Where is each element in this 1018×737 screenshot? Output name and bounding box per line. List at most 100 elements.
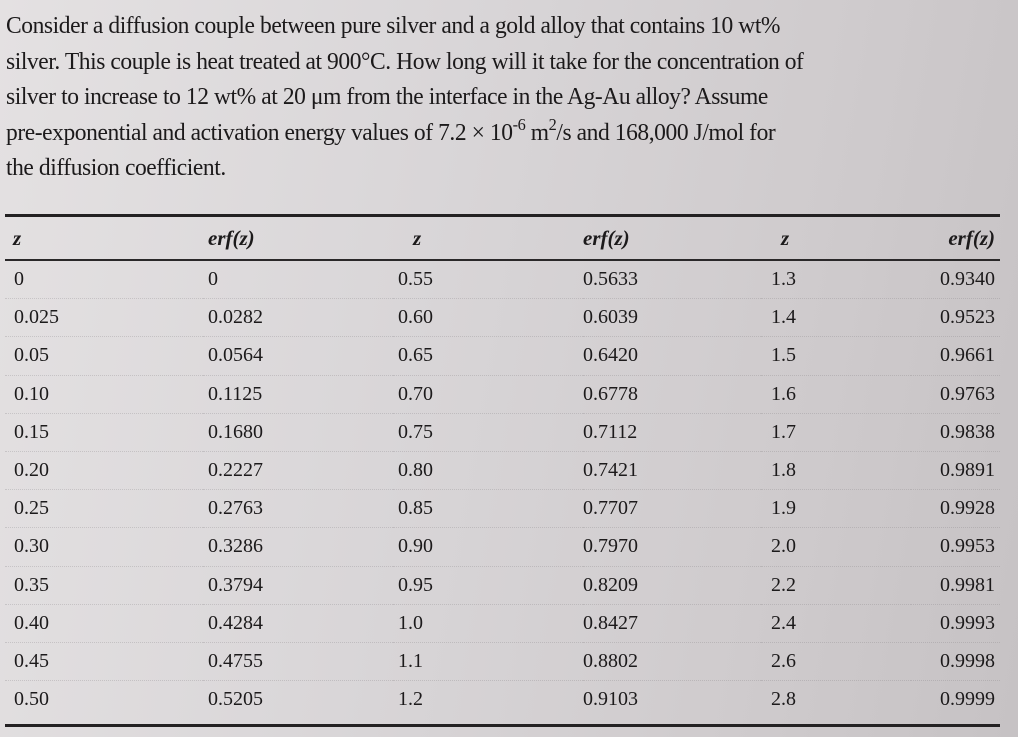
cell-z-3: 1.8	[761, 451, 911, 491]
cell-z-3: 2.4	[761, 604, 911, 643]
cell-z-1: 0	[5, 261, 203, 300]
table-row: 0.40 0.4284 1.0 0.8427 2.4 0.9993	[5, 604, 1000, 643]
cell-z-2: 0.70	[393, 375, 583, 414]
problem-line-3: silver to increase to 12 wt% at 20 μm fr…	[6, 83, 768, 110]
cell-z-2: 0.60	[393, 298, 583, 338]
exponent-squared: 2	[548, 114, 557, 134]
unit-m: m	[525, 118, 549, 146]
problem-line-4-text: pre-exponential and activation energy va…	[6, 118, 513, 146]
table-header-row: z erf(z) z erf(z) z erf(z)	[5, 217, 1000, 259]
cell-z-3: 1.9	[761, 489, 911, 529]
cell-erf-3: 0.9763	[911, 375, 1000, 414]
cell-z-1: 0.25	[5, 489, 203, 529]
cell-z-3: 1.7	[761, 413, 911, 452]
table-row: 0.05 0.0564 0.65 0.6420 1.5 0.9661	[5, 336, 1000, 376]
cell-erf-3: 0.9993	[911, 604, 1000, 643]
cell-z-1: 0.05	[5, 336, 203, 376]
cell-erf-3: 0.9999	[940, 688, 995, 711]
cell-z-1: 0.30	[5, 527, 203, 567]
table-row: 0.10 0.1125 0.70 0.6778 1.6 0.9763	[5, 375, 1000, 414]
cell-erf-1: 0.3286	[203, 527, 393, 567]
table-row: 0.45 0.4755 1.1 0.8802 2.6 0.9998	[5, 642, 1000, 682]
problem-line-4: pre-exponential and activation energy va…	[6, 115, 971, 151]
exponent: -6	[512, 114, 526, 134]
header-z-3: z	[781, 225, 790, 250]
problem-line-4-tail: /s and 168,000 J/mol for	[556, 118, 776, 146]
cell-z-3: 1.4	[761, 298, 911, 338]
cell-z-1: 0.10	[5, 375, 203, 414]
cell-erf-3: 0.9523	[911, 298, 1000, 338]
cell-erf-2: 0.8209	[583, 566, 761, 605]
table-row: 0.25 0.2763 0.85 0.7707 1.9 0.9928	[5, 489, 1000, 529]
table-body: 0 0 0.55 0.5633 1.3 0.9340 0.025 0.0282 0.60 0.60…	[5, 261, 1000, 718]
header-erf-3: erf(z)	[948, 225, 995, 250]
cell-erf-2: 0.8427	[583, 604, 761, 643]
cell-z-2: 1.1	[393, 642, 583, 682]
problem-statement: Consider a diffusion couple between pure…	[6, 8, 971, 186]
cell-erf-3: 0.9340	[911, 261, 1000, 300]
table-row: 0.15 0.1680 0.75 0.7112 1.7 0.9838	[5, 413, 1000, 452]
cell-z-2: 0.85	[393, 489, 583, 529]
problem-line-5: the diffusion coefficient.	[6, 154, 226, 181]
cell-z-2: 0.75	[393, 413, 583, 452]
cell-z-1: 0.15	[5, 413, 203, 452]
cell-erf-3: 0.9981	[911, 566, 1000, 605]
cell-erf-2: 0.7112	[583, 413, 761, 452]
table-header-rule	[5, 259, 1000, 261]
cell-z-2: 1.2	[398, 688, 423, 711]
cell-erf-1: 0.3794	[203, 566, 393, 605]
cell-erf-1: 0.4284	[203, 604, 393, 643]
table-row: 0 0 0.55 0.5633 1.3 0.9340	[5, 261, 1000, 300]
header-z-2: z	[413, 225, 422, 250]
table-row: 0.025 0.0282 0.60 0.6039 1.4 0.9523	[5, 298, 1000, 338]
cell-z-1: 0.45	[5, 642, 203, 682]
cell-z-3: 1.6	[761, 375, 911, 414]
problem-line-1: Consider a diffusion couple between pure…	[6, 12, 781, 39]
cell-z-1: 0.35	[5, 566, 203, 605]
table-top-rule	[5, 214, 1000, 217]
cell-erf-1: 0	[203, 261, 393, 300]
cell-erf-1: 0.2763	[203, 489, 393, 529]
cell-z-1: 0.50	[14, 688, 49, 711]
cell-z-2: 0.90	[393, 527, 583, 567]
cell-erf-1: 0.2227	[203, 451, 393, 491]
cell-erf-2: 0.7421	[583, 451, 761, 491]
table-row: 0.20 0.2227 0.80 0.7421 1.8 0.9891	[5, 451, 1000, 491]
header-erf-2: erf(z)	[583, 225, 630, 250]
table-row: 0.50 0.5205 1.2 0.9103 2.8 0.9999	[5, 681, 1000, 719]
cell-z-3: 2.2	[761, 566, 911, 605]
cell-erf-3: 0.9998	[911, 642, 1000, 682]
cell-erf-1: 0.1125	[203, 375, 393, 414]
cell-z-1: 0.40	[5, 604, 203, 643]
cell-erf-1: 0.4755	[203, 642, 393, 682]
cell-erf-3: 0.9891	[911, 451, 1000, 491]
cell-z-3: 2.8	[771, 688, 796, 711]
cell-erf-2: 0.6039	[583, 298, 761, 338]
cell-erf-3: 0.9661	[911, 336, 1000, 376]
cell-z-3: 1.5	[761, 336, 911, 376]
cell-erf-1: 0.0564	[203, 336, 393, 376]
cell-z-2: 0.80	[393, 451, 583, 491]
cell-erf-2: 0.7707	[583, 489, 761, 529]
cell-z-2: 0.95	[393, 566, 583, 605]
cell-erf-2: 0.6778	[583, 375, 761, 414]
cell-erf-2: 0.9103	[583, 688, 638, 711]
erf-table: z erf(z) z erf(z) z erf(z) 0 0 0.55 0.5633 1…	[5, 214, 1000, 728]
cell-erf-1: 0.0282	[203, 298, 393, 338]
cell-erf-3: 0.9953	[911, 527, 1000, 567]
cell-z-3: 2.0	[761, 527, 911, 567]
header-z-1: z	[13, 225, 22, 250]
cell-erf-2: 0.7970	[583, 527, 761, 567]
cell-erf-2: 0.5633	[583, 261, 761, 300]
cell-z-3: 2.6	[761, 642, 911, 682]
cell-z-2: 0.55	[393, 261, 583, 300]
cell-z-3: 1.3	[761, 261, 911, 300]
table-row: 0.30 0.3286 0.90 0.7970 2.0 0.9953	[5, 527, 1000, 567]
header-erf-1: erf(z)	[208, 225, 255, 250]
problem-line-2: silver. This couple is heat treated at 9…	[6, 47, 804, 75]
cell-erf-2: 0.6420	[583, 336, 761, 376]
cell-erf-3: 0.9838	[911, 413, 1000, 452]
cell-erf-1: 0.5205	[208, 688, 263, 711]
cell-erf-2: 0.8802	[583, 642, 761, 682]
cell-erf-3: 0.9928	[911, 489, 1000, 529]
